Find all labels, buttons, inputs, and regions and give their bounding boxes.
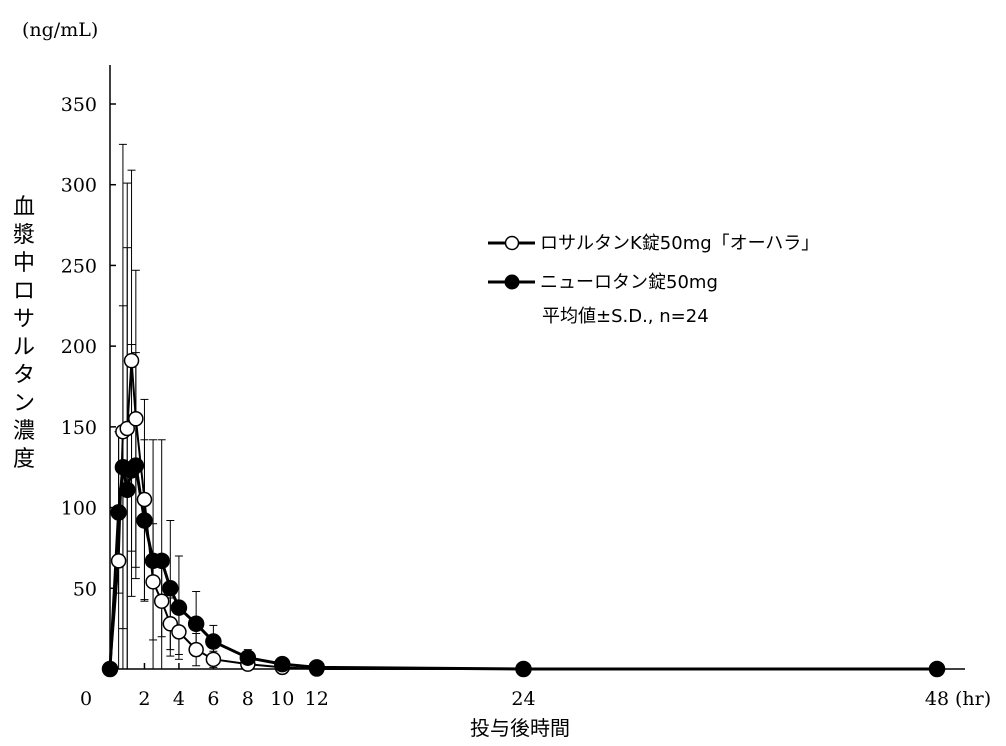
data-point-filled — [170, 599, 188, 616]
y-axis-title-char: 度 — [13, 447, 35, 472]
x-tick-label: 6 — [207, 688, 219, 710]
series-line-2 — [108, 464, 937, 671]
y-tick-label: 300 — [61, 175, 97, 197]
legend-item-2: ニューロタン錠50mg — [488, 272, 718, 293]
data-point-open — [205, 651, 222, 668]
series-line-1 — [109, 359, 937, 670]
y-axis-title-char: ロ — [13, 279, 35, 304]
legend-marker-filled-icon — [504, 274, 520, 290]
x-tick-label: 10 — [270, 688, 294, 710]
y-ticks: 50 100 150 200 250 300 350 — [61, 94, 116, 600]
y-tick-label: 100 — [61, 498, 97, 520]
error-bars — [114, 143, 321, 670]
y-axis-title-char: ン — [13, 391, 35, 416]
y-tick-label: 50 — [73, 578, 97, 600]
legend-marker-open-icon — [504, 235, 520, 251]
legend: ロサルタンK錠50mg「オーハラ」 ニューロタン錠50mg 平均値±S.D., … — [488, 233, 819, 327]
data-point-filled — [308, 659, 325, 676]
x-ticks: 0 2 4 6 8 10 12 24 48 — [80, 663, 949, 710]
y-tick-label: 250 — [61, 255, 97, 277]
x-tick-label: 24 — [511, 688, 535, 710]
x-tick-label: 4 — [173, 688, 185, 710]
data-point-filled — [205, 633, 222, 650]
data-point-open — [171, 624, 187, 640]
data-point-filled — [187, 615, 205, 633]
data-point-open — [128, 411, 144, 427]
data-point-filled — [136, 512, 153, 529]
x-axis-title: 投与後時間 — [470, 716, 570, 740]
data-point-open — [123, 352, 140, 369]
data-point-open — [119, 420, 135, 437]
data-point-filled — [928, 660, 946, 678]
y-axis-title-char: 血 — [13, 195, 35, 220]
y-axis-title-char: ル — [13, 335, 35, 360]
y-tick-label: 350 — [61, 94, 97, 116]
data-point-filled — [101, 660, 119, 678]
data-point-open — [145, 574, 161, 590]
data-point-filled — [239, 649, 257, 666]
data-point-open — [153, 593, 170, 609]
x-tick-label: 2 — [138, 688, 150, 710]
data-point-filled — [118, 481, 136, 499]
y-tick-label: 150 — [61, 417, 97, 439]
data-point-filled — [515, 660, 532, 678]
y-axis-title-char: タ — [13, 363, 35, 388]
data-point-open — [188, 641, 204, 658]
y-axis-title-char: 中 — [13, 251, 35, 276]
legend-label-1: ロサルタンK錠50mg「オーハラ」 — [540, 233, 819, 254]
y-axis-title-char: サ — [13, 307, 35, 332]
y-axis-title-char: 漿 — [13, 223, 35, 248]
y-tick-label: 200 — [61, 336, 97, 358]
x-tick-label: 48 — [925, 688, 949, 710]
x-tick-label: 0 — [80, 688, 92, 710]
legend-item-1: ロサルタンK錠50mg「オーハラ」 — [488, 233, 819, 254]
x-unit-label: (hr) — [955, 688, 991, 710]
data-point-filled — [274, 655, 291, 673]
x-tick-label: 8 — [242, 688, 254, 710]
series-lines — [108, 359, 937, 671]
data-point-open — [110, 553, 127, 569]
y-axis-title-char: 濃 — [13, 419, 35, 444]
data-point-filled — [162, 580, 179, 597]
data-point-open — [136, 491, 153, 508]
legend-label-2: ニューロタン錠50mg — [540, 272, 718, 293]
y-unit-label: (ng/mL) — [22, 19, 98, 41]
series-markers — [101, 352, 946, 678]
data-point-filled — [153, 552, 170, 570]
legend-note: 平均値±S.D., n=24 — [542, 306, 709, 327]
data-point-filled — [110, 504, 127, 521]
x-tick-label: 12 — [305, 688, 329, 710]
data-point-filled — [127, 457, 145, 474]
